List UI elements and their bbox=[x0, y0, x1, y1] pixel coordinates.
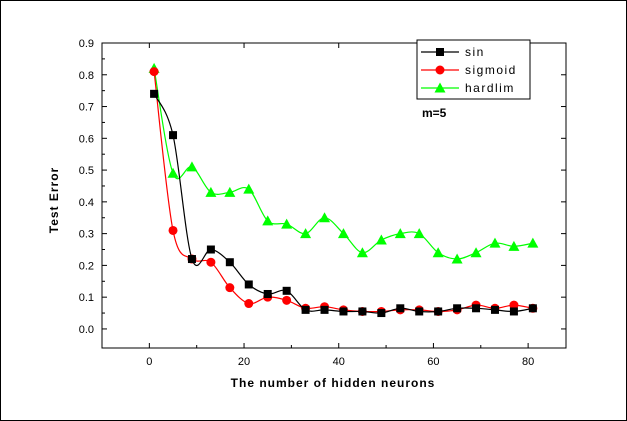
data-point-sin bbox=[339, 307, 348, 316]
data-point-sin bbox=[472, 304, 481, 313]
data-point-sigmoid bbox=[282, 295, 292, 305]
data-point-sin bbox=[528, 304, 537, 313]
data-point-hardlim bbox=[337, 228, 349, 239]
data-point-sin bbox=[453, 304, 462, 313]
x-axis-title: The number of hidden neurons bbox=[231, 376, 436, 390]
data-point-sin bbox=[434, 307, 443, 316]
data-point-sigmoid bbox=[168, 225, 178, 235]
x-tick-label: 0 bbox=[146, 356, 152, 368]
series-hardlim bbox=[148, 62, 539, 264]
data-point-hardlim bbox=[167, 167, 179, 178]
data-point-sin bbox=[320, 305, 329, 314]
data-point-hardlim bbox=[356, 247, 368, 258]
y-tick-label: 0.4 bbox=[79, 197, 94, 209]
data-point-sin bbox=[396, 304, 405, 313]
data-point-sigmoid bbox=[206, 257, 216, 267]
series-sin bbox=[150, 89, 537, 318]
y-tick-label: 0.8 bbox=[79, 70, 94, 82]
data-point-sin bbox=[415, 307, 424, 316]
x-tick-label: 80 bbox=[522, 356, 534, 368]
x-tick-label: 20 bbox=[238, 356, 250, 368]
y-tick-label: 0.5 bbox=[79, 165, 94, 177]
data-point-hardlim bbox=[243, 183, 255, 194]
y-tick-label: 0.2 bbox=[79, 260, 94, 272]
data-point-sin bbox=[263, 289, 272, 298]
data-point-hardlim bbox=[300, 228, 312, 239]
data-point-sin bbox=[301, 305, 310, 314]
data-point-sin bbox=[187, 255, 196, 264]
data-point-hardlim bbox=[186, 161, 198, 172]
data-point-hardlim bbox=[224, 186, 236, 197]
data-point-hardlim bbox=[451, 253, 463, 264]
data-point-sigmoid bbox=[244, 299, 254, 309]
data-point-sin bbox=[169, 131, 178, 140]
data-point-sin bbox=[150, 89, 159, 98]
y-tick-label: 0.7 bbox=[79, 102, 94, 114]
data-point-sin bbox=[509, 307, 518, 316]
data-point-hardlim bbox=[413, 228, 425, 239]
data-point-sin bbox=[377, 309, 386, 318]
plot-border bbox=[101, 42, 567, 349]
legend-marker-sigmoid bbox=[435, 65, 445, 75]
data-point-hardlim bbox=[432, 247, 444, 258]
legend-label-sigmoid: sigmoid bbox=[465, 63, 517, 77]
data-point-hardlim bbox=[375, 234, 387, 245]
series-layer bbox=[148, 62, 539, 318]
data-point-sin bbox=[358, 307, 367, 316]
legend: sin sigmoid hardlim bbox=[416, 39, 531, 100]
data-point-hardlim bbox=[281, 218, 293, 229]
data-point-sigmoid bbox=[509, 300, 519, 310]
legend-marker-hardlim bbox=[434, 82, 446, 93]
data-point-hardlim bbox=[489, 237, 501, 248]
data-point-sin bbox=[244, 280, 253, 289]
legend-label-hardlim: hardlim bbox=[465, 81, 515, 95]
data-point-hardlim bbox=[394, 228, 406, 239]
data-point-sin bbox=[206, 245, 215, 254]
x-tick-label: 40 bbox=[333, 356, 345, 368]
data-point-hardlim bbox=[527, 237, 539, 248]
m-annotation: m=5 bbox=[422, 106, 447, 120]
x-tick-label: 60 bbox=[427, 356, 439, 368]
data-point-sigmoid bbox=[225, 283, 235, 293]
data-point-sin bbox=[490, 305, 499, 314]
data-point-hardlim bbox=[205, 186, 217, 197]
series-line-sin bbox=[153, 93, 533, 314]
y-tick-label: 0.1 bbox=[79, 292, 94, 304]
y-axis-title: Test Error bbox=[47, 167, 61, 233]
series-sigmoid bbox=[149, 67, 538, 316]
data-point-sin bbox=[282, 286, 291, 295]
y-tick-label: 0.6 bbox=[79, 133, 94, 145]
legend-label-sin: sin bbox=[465, 45, 485, 59]
y-tick-label: 0.0 bbox=[79, 324, 94, 336]
data-point-hardlim bbox=[319, 212, 331, 223]
y-tick-label: 0.9 bbox=[79, 38, 94, 50]
legend-marker-sin bbox=[436, 48, 444, 56]
data-point-sigmoid bbox=[149, 67, 159, 77]
y-tick-label: 0.3 bbox=[79, 229, 94, 241]
data-point-sin bbox=[225, 258, 234, 267]
data-point-hardlim bbox=[262, 215, 274, 226]
data-point-hardlim bbox=[508, 240, 520, 251]
data-point-hardlim bbox=[470, 247, 482, 258]
axes: 0.0 0.1 0.2 0.3 0.4 0.5 0.6 0.7 0.8 0.9 0 20 40 60 80 bbox=[79, 38, 567, 368]
